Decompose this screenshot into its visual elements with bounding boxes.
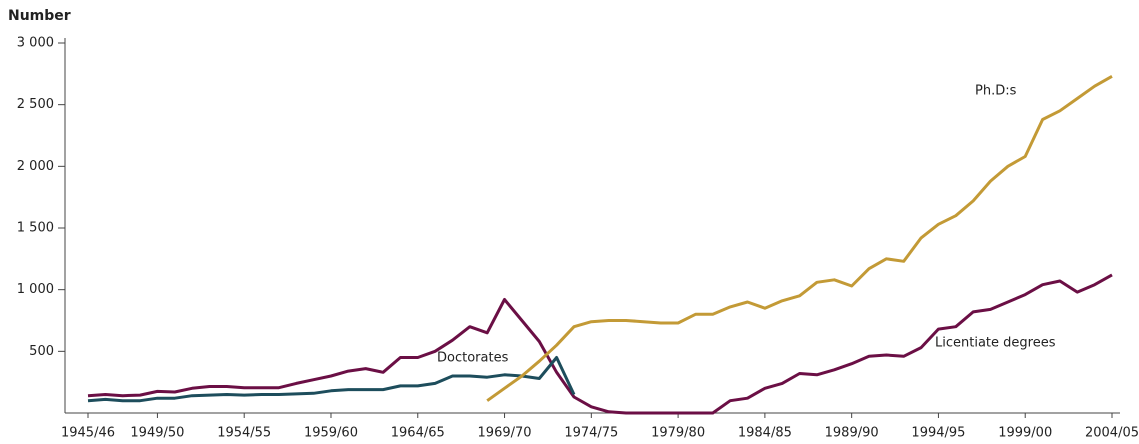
x-tick-label: 1954/55 bbox=[217, 426, 271, 441]
y-axis-title: Number bbox=[8, 8, 71, 24]
x-tick-label: 1989/90 bbox=[825, 426, 879, 441]
x-tick-label: 1984/85 bbox=[738, 426, 792, 441]
y-tick-label: 2 500 bbox=[17, 97, 54, 112]
x-tick-label: 1969/70 bbox=[478, 426, 532, 441]
x-tick-label: 1974/75 bbox=[564, 426, 618, 441]
y-tick-label: 500 bbox=[29, 344, 54, 359]
y-tick-label: 1 500 bbox=[17, 221, 54, 236]
x-tick-label: 1979/80 bbox=[651, 426, 705, 441]
x-tick-label: 1959/60 bbox=[304, 426, 358, 441]
y-tick-label: 2 000 bbox=[17, 159, 54, 174]
x-tick-label: 1964/65 bbox=[391, 426, 445, 441]
y-tick-label: 3 000 bbox=[17, 36, 54, 51]
series-annotation: Licentiate degrees bbox=[935, 336, 1056, 351]
series-line bbox=[87, 273, 1113, 415]
x-tick-label: 1999/00 bbox=[998, 426, 1052, 441]
y-tick-label: 1 000 bbox=[17, 282, 54, 297]
series-annotation: Ph.D:s bbox=[975, 84, 1017, 99]
x-tick-label: 1949/50 bbox=[130, 426, 184, 441]
series-line bbox=[87, 356, 576, 403]
series-annotation: Doctorates bbox=[437, 351, 509, 366]
series-line bbox=[486, 74, 1113, 402]
x-tick-label: 1945/46 bbox=[61, 426, 115, 441]
x-tick-label: 1994/95 bbox=[911, 426, 965, 441]
x-tick-label: 2004/05 bbox=[1085, 426, 1139, 441]
